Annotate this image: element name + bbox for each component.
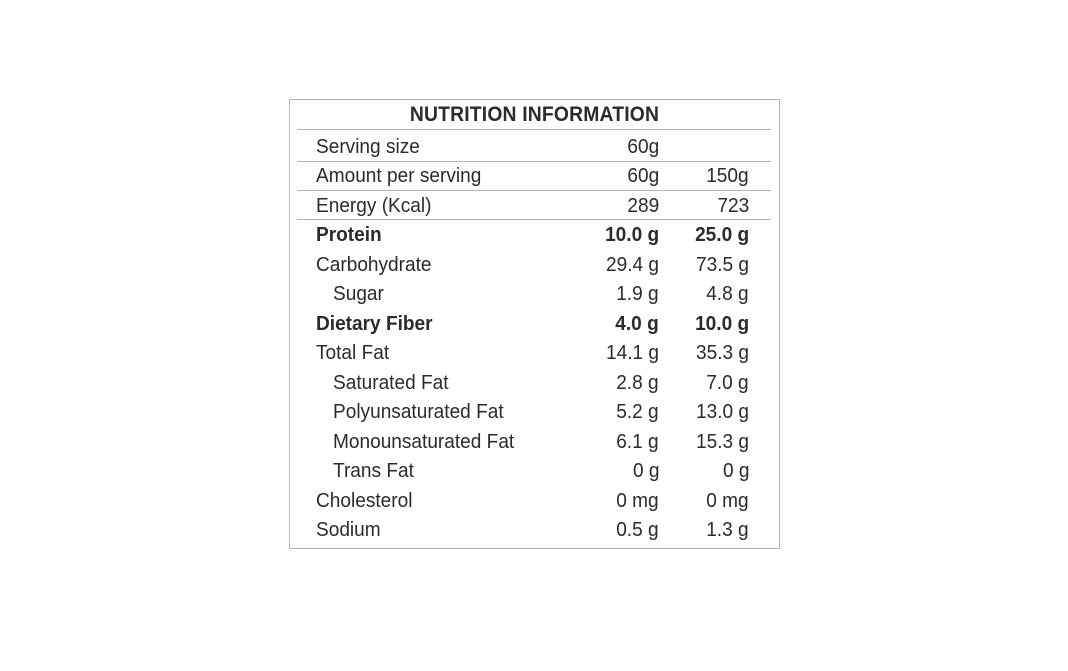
nutrient-label: Sodium [316,518,381,541]
amount-per-serving-label: Amount per serving [316,164,482,187]
nutrient-label: Carbohydrate [316,252,432,276]
serving-size-label: Serving size [316,135,420,158]
nutrient-value-col2: 4.8 g [706,282,749,305]
nutrient-label: Polyunsaturated Fat [333,400,504,423]
nutrient-row: Dietary Fiber 4.0 g 10.0 g [290,309,779,338]
nutrient-label: Sugar [333,282,384,305]
nutrient-label: Dietary Fiber [316,311,433,335]
nutrient-value-col2: 10.0 g [694,311,749,335]
nutrient-row: Sugar 1.9 g 4.8 g [290,279,779,308]
nutrient-row: Polyunsaturated Fat 5.2 g 13.0 g [290,397,779,426]
divider [297,190,771,191]
nutrient-row: Monounsaturated Fat 6.1 g 15.3 g [290,427,779,456]
nutrient-value-col2: 35.3 g [695,341,749,364]
nutrient-row: Carbohydrate 29.4 g 73.5 g [290,250,779,279]
nutrient-label: Protein [316,223,382,246]
energy-label: Energy (Kcal) [316,194,432,217]
nutrient-value-col1: 5.2 g [616,400,659,423]
amount-per-serving-row: Amount per serving 60g 150g [290,161,779,190]
nutrient-value-col1: 10.0 g [604,223,659,246]
serving-size-row: Serving size 60g [290,132,779,161]
nutrient-value-col2: 25.0 g [694,223,749,246]
amount-per-serving-col2: 150g [706,164,749,187]
nutrient-value-col2: 15.3 g [695,429,749,453]
nutrient-label: Saturated Fat [333,370,449,394]
nutrient-label: Monounsaturated Fat [333,429,515,453]
nutrient-row: Sodium 0.5 g 1.3 g [290,515,779,544]
nutrient-row: Total Fat 14.1 g 35.3 g [290,338,779,367]
serving-size-value: 60g [627,135,659,158]
amount-per-serving-col1: 60g [627,164,659,187]
nutrient-value-col2: 1.3 g [706,518,749,541]
nutrient-value-col1: 14.1 g [605,341,659,364]
nutrition-panel: NUTRITION INFORMATION Serving size 60g A… [289,99,780,549]
divider [297,161,771,162]
nutrient-value-col2: 13.0 g [695,400,749,423]
nutrient-value-col2: 7.0 g [706,370,749,394]
divider [297,219,771,220]
nutrient-row: Saturated Fat 2.8 g 7.0 g [290,368,779,397]
energy-row: Energy (Kcal) 289 723 [290,191,779,220]
energy-col2: 723 [717,194,749,217]
nutrient-row: Cholesterol 0 mg 0 mg [290,486,779,515]
nutrient-label: Cholesterol [316,488,413,512]
nutrient-value-col1: 0.5 g [616,518,659,541]
nutrient-label: Trans Fat [333,459,414,482]
nutrient-value-col1: 2.8 g [616,370,659,394]
nutrient-value-col1: 0 g [632,459,659,482]
nutrient-value-col1: 0 mg [616,488,659,512]
divider [297,129,771,130]
nutrient-value-col1: 1.9 g [616,282,659,305]
nutrient-row: Trans Fat 0 g 0 g [290,456,779,485]
nutrient-value-col1: 6.1 g [616,429,659,453]
nutrient-value-col2: 73.5 g [695,252,749,276]
nutrient-label: Total Fat [316,341,390,364]
energy-col1: 289 [627,194,659,217]
nutrient-value-col2: 0 mg [706,488,749,512]
nutrient-value-col1: 29.4 g [605,252,659,276]
nutrient-value-col1: 4.0 g [615,311,659,335]
nutrient-value-col2: 0 g [722,459,749,482]
panel-title: NUTRITION INFORMATION [409,103,660,126]
nutrient-row: Protein 10.0 g 25.0 g [290,220,779,249]
